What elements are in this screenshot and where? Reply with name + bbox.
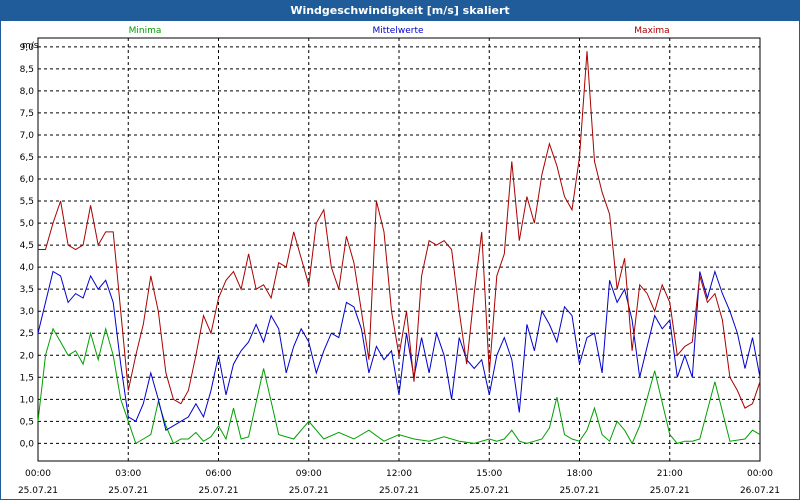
x-tick-time: 06:00 — [206, 469, 232, 479]
x-tick-time: 12:00 — [386, 469, 412, 479]
legend-maxima: Maxima — [634, 26, 669, 36]
x-tick-date: 25.07.21 — [650, 486, 690, 496]
y-tick-label: 5,5 — [20, 197, 34, 207]
series-line-minima — [37, 326, 761, 445]
x-tick-date: 26.07.21 — [740, 486, 780, 496]
x-tick-date: 25.07.21 — [469, 486, 509, 496]
y-tick-label: 1,0 — [20, 395, 35, 405]
y-tick-label: 6,5 — [20, 153, 34, 163]
x-tick-date: 25.07.21 — [289, 486, 329, 496]
legend-minima: Minima — [129, 26, 162, 36]
y-tick-label: 3,0 — [20, 307, 35, 317]
x-tick-time: 15:00 — [476, 469, 502, 479]
series-layer — [37, 51, 761, 445]
series-line-mittelwerte — [37, 269, 761, 431]
x-tick-date: 25.07.21 — [379, 486, 419, 496]
series-line-maxima — [38, 51, 761, 409]
x-tick-time: 03:00 — [115, 469, 141, 479]
y-tick-label: 2,5 — [20, 329, 34, 339]
x-tick-date: 25.07.21 — [198, 486, 238, 496]
y-tick-label: 2,0 — [20, 351, 35, 361]
x-tick-time: 21:00 — [657, 469, 683, 479]
legend-mittelwerte: Mittelwerte — [372, 26, 423, 36]
x-tick-date: 25.07.21 — [559, 486, 599, 496]
y-tick-label: 0,5 — [20, 417, 34, 427]
y-tick-label: 0,0 — [20, 439, 35, 449]
y-tick-label: 4,0 — [20, 263, 35, 273]
x-tick-time: 00:00 — [747, 469, 773, 479]
y-axis-label: m/s — [22, 41, 39, 51]
y-tick-label: 3,5 — [20, 285, 34, 295]
y-tick-label: 5,0 — [20, 219, 35, 229]
x-tick-date: 25.07.21 — [18, 486, 58, 496]
y-tick-label: 1,5 — [20, 373, 34, 383]
x-tick-time: 18:00 — [567, 469, 593, 479]
window-title: Windgeschwindigkeit [m/s] skaliert — [1, 1, 799, 21]
y-tick-label: 6,0 — [20, 175, 35, 185]
y-tick-label: 7,0 — [20, 131, 35, 141]
y-tick-label: 4,5 — [20, 241, 34, 251]
y-tick-label: 9,0 — [20, 43, 35, 53]
tick-labels: 0,0 0,5 1,0 1,5 2,0 2,5 3,0 3,5 4,0 4,5 5,0 5,5 6,0 6… — [18, 43, 780, 496]
x-tick-time: 09:00 — [296, 469, 322, 479]
x-tick-date: 25.07.21 — [108, 486, 148, 496]
y-tick-label: 8,0 — [20, 87, 35, 97]
legend: Minima Mittelwerte Maxima — [129, 26, 670, 36]
gridlines — [38, 38, 760, 461]
x-tick-time: 00:00 — [25, 469, 51, 479]
y-tick-label: 7,5 — [20, 109, 34, 119]
y-tick-label: 8,5 — [20, 65, 34, 75]
